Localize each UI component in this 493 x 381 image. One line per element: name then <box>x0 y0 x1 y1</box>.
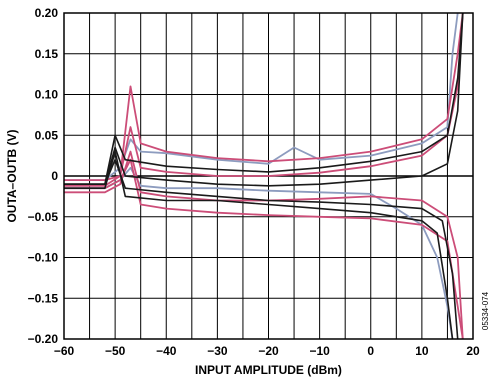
y-tick-label: 0.05 <box>35 128 59 142</box>
y-tick-label: 0.20 <box>35 6 59 20</box>
x-tick-label: −30 <box>207 344 228 358</box>
x-tick-label: −50 <box>105 344 126 358</box>
x-tick-label: 10 <box>415 344 429 358</box>
y-tick-label: −0.10 <box>28 251 59 265</box>
x-tick-label: −20 <box>258 344 279 358</box>
series-line-black <box>64 13 464 187</box>
x-tick-label: −60 <box>54 344 75 358</box>
series-line-pink <box>64 13 464 181</box>
x-tick-label: −40 <box>156 344 177 358</box>
x-tick-label: 0 <box>367 344 374 358</box>
series-line-black <box>64 150 454 339</box>
y-tick-label: 0.10 <box>35 88 59 102</box>
series-line-black <box>64 13 464 185</box>
figure-id-label: 05334-074 <box>481 291 490 330</box>
series-layer <box>64 13 464 339</box>
x-tick-label: 20 <box>466 344 480 358</box>
series-line-black <box>64 158 459 339</box>
y-tick-label: 0.15 <box>35 47 59 61</box>
y-tick-labels: 0.20 0.15 0.10 0.05 0 −0.05 −0.10 −0.15 −0.20 <box>28 6 59 346</box>
x-tick-labels: −60 −50 −40 −30 −20 −10 0 10 20 <box>54 344 480 358</box>
y-axis-label: OUTA–OUTB (V) <box>5 129 19 222</box>
y-tick-label: −0.05 <box>28 210 59 224</box>
plot-frame <box>63 12 474 340</box>
y-tick-label: −0.15 <box>28 291 59 305</box>
x-tick-label: −10 <box>309 344 330 358</box>
y-tick-label: 0 <box>51 169 58 183</box>
x-axis-label: INPUT AMPLITUDE (dBm) <box>195 363 342 377</box>
y-tick-label: −0.20 <box>28 332 59 346</box>
